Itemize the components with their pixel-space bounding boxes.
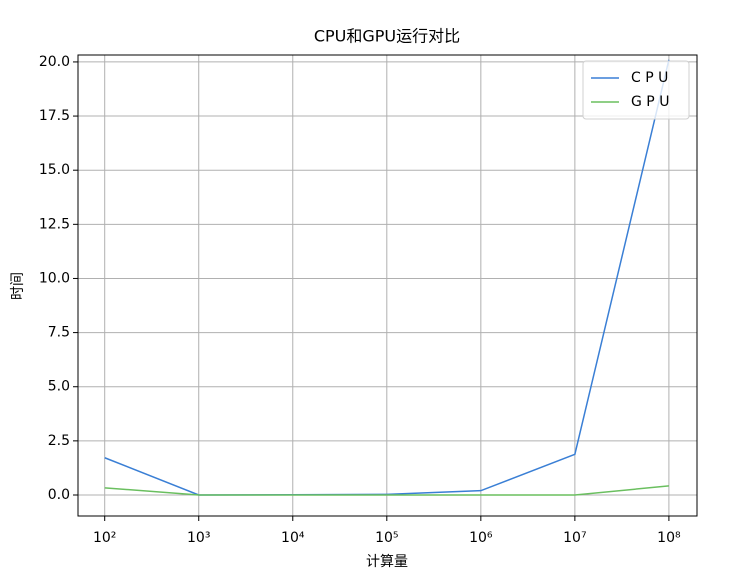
legend-label: G P U [631,94,669,110]
x-tick-label: 10² [93,530,116,546]
x-tick-label: 10⁵ [375,530,398,546]
plot-frame [77,54,698,517]
legend-label: C P U [631,70,668,86]
y-tick-label: 17.5 [39,108,70,124]
chart-title: CPU和GPU运行对比 [314,27,460,46]
x-tick-label: 10⁸ [657,530,681,546]
y-axis-label: 时间 [10,272,26,300]
y-tick-label: 20.0 [39,54,70,70]
y-tick-label: 0.0 [48,487,70,503]
y-tick-label: 5.0 [48,379,70,395]
y-tick-label: 7.5 [48,325,70,341]
legend-box [582,60,690,120]
line [104,485,669,496]
y-tick-label: 2.5 [48,433,70,449]
x-tick-label: 10³ [187,530,210,546]
y-tick-label: 12.5 [39,216,70,232]
x-axis-label: 计算量 [366,554,408,570]
x-tick-label: 10⁷ [563,530,586,546]
y-tick-label: 10.0 [39,270,70,286]
x-tick-label: 10⁴ [281,530,305,546]
x-tick-label: 10⁶ [469,530,493,546]
y-tick-label: 15.0 [39,162,70,178]
